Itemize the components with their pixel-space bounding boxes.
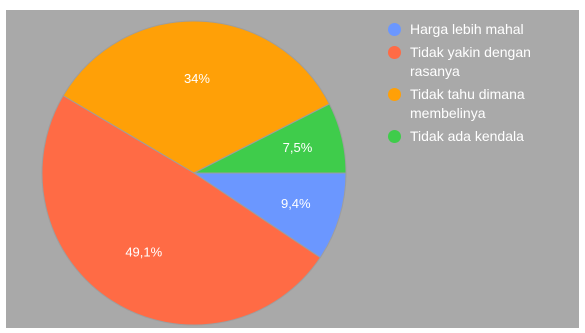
chart-legend: Harga lebih mahal Tidak yakin dengan ras… xyxy=(388,20,578,150)
pie-slice[interactable] xyxy=(62,20,331,174)
legend-label: Harga lebih mahal xyxy=(410,21,524,37)
pie-slice[interactable] xyxy=(192,172,347,259)
legend-item[interactable]: Tidak tahu dimana membelinya xyxy=(388,85,578,123)
pie-slice[interactable] xyxy=(193,103,347,174)
legend-item[interactable]: Tidak yakin dengan rasanya xyxy=(388,43,578,81)
slice-value-label: 7,5% xyxy=(283,140,313,155)
legend-item[interactable]: Harga lebih mahal xyxy=(388,20,578,39)
slice-value-label: 34% xyxy=(184,71,210,86)
legend-label: Tidak ada kendala xyxy=(410,128,524,144)
legend-label: Tidak tahu dimana membelinya xyxy=(410,86,525,121)
legend-dot-icon xyxy=(388,88,401,101)
legend-dot-icon xyxy=(388,130,401,143)
slice-value-label: 49,1% xyxy=(125,245,162,260)
legend-dot-icon xyxy=(388,23,401,36)
pie-slice[interactable] xyxy=(41,94,321,326)
legend-dot-icon xyxy=(388,46,401,59)
legend-label: Tidak yakin dengan rasanya xyxy=(410,44,531,79)
slice-value-label: 9,4% xyxy=(281,196,311,211)
legend-item[interactable]: Tidak ada kendala xyxy=(388,127,578,146)
